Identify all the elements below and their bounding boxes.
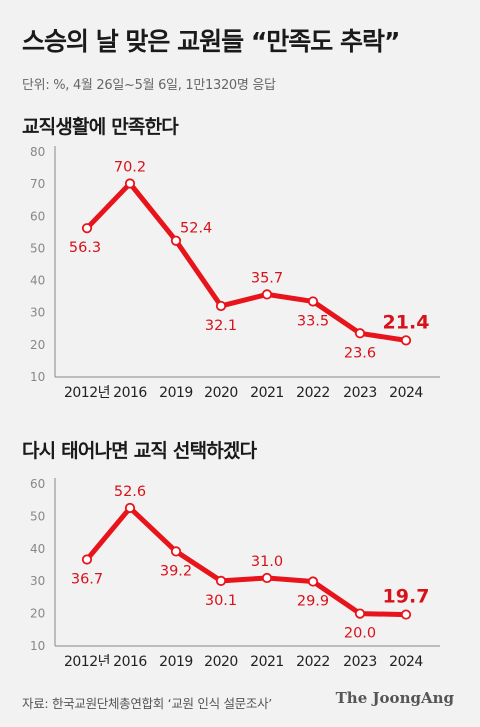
y-tick-label: 60 [30,477,45,491]
x-category-label: 2022 [296,385,330,401]
data-point [170,546,182,557]
data-label: 52.4 [180,221,212,237]
data-label: 23.6 [344,345,376,361]
data-label: 56.3 [69,240,101,256]
data-label: 52.6 [114,484,146,500]
y-tick-label: 10 [30,639,45,653]
x-category-label: 2012년 [64,654,110,666]
y-tick-label: 40 [30,274,45,288]
x-category-label: 2024 [389,385,423,401]
x-category-label: 2020 [204,654,238,666]
data-label: 20.0 [344,626,376,642]
x-category-label: 2021 [250,385,284,401]
y-tick-label: 30 [30,306,45,320]
y-tick-label: 50 [30,241,45,255]
data-label: 70.2 [114,160,146,176]
x-category-label: 2019 [159,654,193,666]
data-point [400,335,412,346]
x-category-label: 2022 [296,654,330,666]
data-label: 39.2 [160,563,192,579]
data-label: 33.5 [297,313,329,329]
data-point [354,608,366,619]
chart-title-satisfaction: 교직생활에 만족한다 [22,116,179,138]
chart-title-choose-again: 다시 태어나면 교직 선택하겠다 [22,440,257,462]
data-label: 29.9 [297,594,329,610]
x-category-label: 2016 [113,654,147,666]
x-category-label: 2021 [250,654,284,666]
data-point [261,289,273,300]
data-point [307,576,319,587]
y-tick-label: 50 [30,509,45,523]
page-subtitle: 단위: %, 4월 26일~5월 6일, 1만1320명 응답 [22,78,276,93]
data-point [261,572,273,584]
y-tick-label: 30 [30,574,45,588]
source-note: 자료: 한국교원단체총연합회 ‘교원 인식 설문조사’ [22,696,272,711]
x-category-label: 2012년 [64,385,110,401]
data-point [215,300,227,312]
data-label: 30.1 [205,593,237,609]
data-label: 32.1 [205,318,237,334]
data-point [170,235,182,246]
x-category-label: 2023 [343,385,377,401]
line-chart-choose-again: 10 20 30 40 50 60 2012년 2016 2019 2020 2021 2022 202… [30,477,440,666]
page-title: 스승의 날 맞은 교원들 “만족도 추락” [22,27,400,56]
brand-logo: The JoongAng [335,689,454,707]
data-label: 19.7 [383,586,430,608]
data-point [354,328,366,339]
y-tick-label: 60 [30,209,45,223]
y-tick-label: 40 [30,542,45,556]
y-tick-label: 70 [30,177,45,191]
data-point [81,223,93,234]
data-point [215,575,227,586]
data-label: 21.4 [383,311,430,333]
y-tick-label: 20 [30,607,45,621]
series-line [84,505,409,618]
data-label: 35.7 [251,270,283,286]
x-category-label: 2016 [113,385,147,401]
data-point [124,178,136,189]
y-tick-label: 20 [30,338,45,352]
x-category-label: 2024 [389,654,423,666]
data-point [81,554,93,565]
y-tick-label: 80 [30,145,45,159]
x-category-label: 2023 [343,654,377,666]
data-label: 36.7 [71,571,103,587]
data-point [307,296,319,307]
x-category-label: 2019 [159,385,193,401]
series-line [84,181,409,343]
y-tick-label: 10 [30,370,45,384]
data-point [400,609,412,620]
data-label: 31.0 [251,554,283,570]
x-category-label: 2020 [204,385,238,401]
data-point [124,502,136,514]
line-chart-satisfaction: 10 20 30 40 50 60 70 80 2012년 2016 2019 2020 2021 202… [30,145,440,401]
